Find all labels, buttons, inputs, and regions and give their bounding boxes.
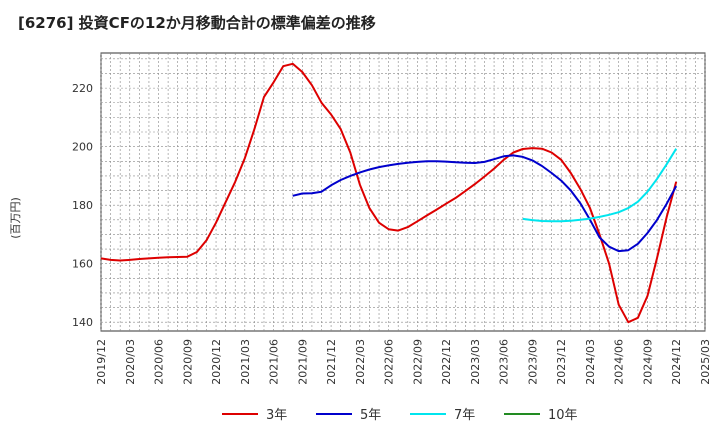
series-line-5年	[292, 154, 678, 253]
x-tick-label: 2021/12	[325, 339, 338, 385]
legend-label: 7年	[454, 408, 475, 423]
x-tick-label: 2023/06	[498, 339, 511, 385]
x-tick-label: 2020/03	[124, 339, 137, 385]
x-tick-label: 2023/12	[555, 339, 568, 385]
x-tick-label: 2022/12	[440, 339, 453, 385]
x-tick-label: 2021/06	[268, 339, 281, 385]
chart-title: [6276] 投資CFの12か月移動合計の標準偏差の推移	[18, 14, 376, 32]
plot-area	[100, 52, 706, 332]
legend-label: 3年	[266, 408, 287, 423]
x-tick-label: 2022/06	[383, 339, 396, 385]
series-line-3年	[100, 62, 678, 324]
x-tick-label: 2024/09	[641, 339, 654, 385]
x-tick-label: 2021/03	[239, 339, 252, 385]
y-tick-label: 160	[72, 258, 93, 271]
x-tick-label: 2022/09	[411, 339, 424, 385]
y-tick-label: 200	[72, 141, 93, 154]
x-tick-label: 2021/09	[296, 339, 309, 385]
x-tick-label: 2024/03	[584, 339, 597, 385]
x-tick-label: 2020/06	[153, 339, 166, 385]
x-tick-label: 2022/03	[354, 339, 367, 385]
y-tick-label: 140	[72, 316, 93, 329]
x-tick-label: 2023/03	[469, 339, 482, 385]
y-tick-label: 220	[72, 82, 93, 95]
legend-label: 5年	[360, 408, 381, 423]
series-line-7年	[522, 148, 678, 223]
x-tick-label: 2024/12	[670, 339, 683, 385]
y-tick-label: 180	[72, 199, 93, 212]
x-tick-label: 2025/03	[699, 339, 712, 385]
x-tick-label: 2020/12	[210, 339, 223, 385]
legend-label: 10年	[548, 408, 578, 423]
x-tick-label: 2019/12	[95, 339, 108, 385]
x-tick-label: 2024/06	[613, 339, 626, 385]
x-tick-label: 2020/09	[181, 339, 194, 385]
x-tick-label: 2023/09	[526, 339, 539, 385]
